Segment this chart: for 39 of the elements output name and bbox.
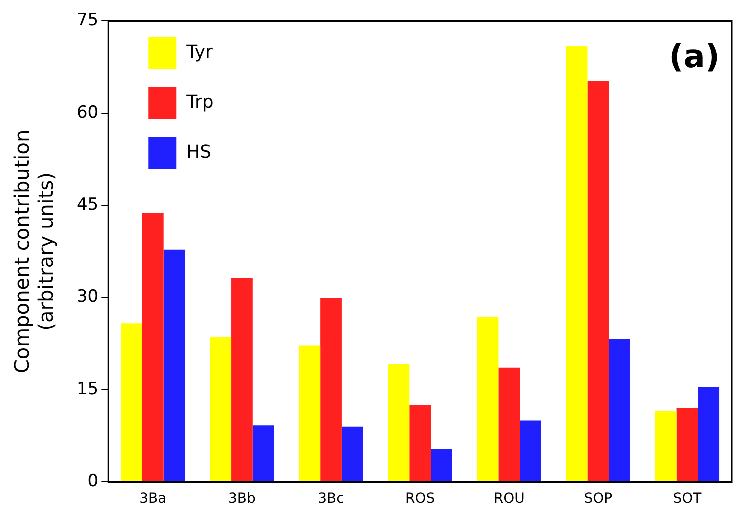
y-tick-label: 45 (76, 195, 99, 216)
y-tick-label: 0 (88, 472, 99, 492)
bar (320, 298, 342, 482)
bar (431, 449, 452, 482)
bar (520, 420, 542, 482)
bar (676, 408, 698, 482)
y-tick-label: 30 (76, 287, 99, 308)
bar (252, 426, 274, 482)
y-axis-title: Component contribution (arbitrary units) (10, 130, 58, 374)
x-tick-label: ROU (494, 491, 525, 508)
x-tick-label: SOT (673, 491, 702, 508)
bar (566, 46, 588, 482)
bar (609, 338, 630, 482)
bar (498, 368, 520, 482)
bar (121, 324, 142, 482)
bar (142, 212, 164, 482)
bar (164, 250, 186, 482)
bar (342, 426, 364, 482)
bar (299, 346, 321, 482)
x-tick-label: SOP (584, 491, 613, 508)
bar (210, 337, 232, 482)
x-tick-label: 3Bb (228, 491, 256, 508)
annotation: (a) (669, 38, 720, 76)
y-tick-label: 60 (76, 102, 99, 123)
bar (232, 278, 253, 482)
legend-label: Trp (186, 92, 214, 113)
bar (655, 412, 677, 482)
legend-label: HS (186, 142, 212, 163)
x-tick-label: ROS (405, 491, 436, 508)
bar (388, 364, 410, 482)
legend-label: Tyr (186, 42, 214, 63)
bar (410, 405, 431, 482)
x-tick-label: 3Ba (140, 491, 167, 508)
bar (477, 317, 499, 482)
y-tick-label: 15 (76, 379, 99, 400)
bar (588, 81, 610, 482)
bar (698, 388, 720, 482)
y-tick-label: 75 (76, 10, 99, 31)
x-tick-label: 3Bc (318, 491, 344, 508)
